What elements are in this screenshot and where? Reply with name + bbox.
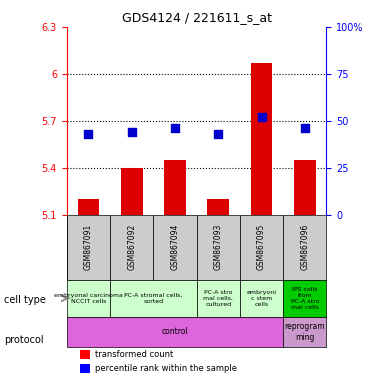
Text: PC-A stromal cells,
sorted: PC-A stromal cells, sorted [124, 293, 183, 304]
Text: cell type: cell type [4, 295, 46, 305]
FancyBboxPatch shape [110, 215, 153, 280]
Bar [164, 160, 186, 215]
Text: PC-A stro
mal cells,
cultured: PC-A stro mal cells, cultured [203, 290, 233, 307]
FancyBboxPatch shape [197, 280, 240, 317]
Text: GSM867094: GSM867094 [171, 224, 180, 270]
Bar [251, 63, 272, 215]
Text: protocol: protocol [4, 335, 43, 345]
Point [172, 126, 178, 132]
FancyBboxPatch shape [283, 215, 326, 280]
Title: GDS4124 / 221611_s_at: GDS4124 / 221611_s_at [122, 11, 272, 24]
Bar [207, 199, 229, 215]
FancyBboxPatch shape [283, 317, 326, 347]
Point [215, 131, 221, 137]
Text: GSM867092: GSM867092 [127, 224, 136, 270]
FancyBboxPatch shape [197, 215, 240, 280]
Text: GSM867095: GSM867095 [257, 224, 266, 270]
Text: IPS cells
from
PC-A stro
mal cells: IPS cells from PC-A stro mal cells [290, 287, 319, 310]
Bar [80, 364, 90, 373]
FancyBboxPatch shape [67, 215, 110, 280]
Text: control: control [162, 328, 188, 336]
FancyBboxPatch shape [67, 280, 110, 317]
Text: transformed count: transformed count [95, 350, 174, 359]
FancyBboxPatch shape [283, 280, 326, 317]
Text: embryoni
c stem
cells: embryoni c stem cells [247, 290, 276, 307]
Text: GSM867091: GSM867091 [84, 224, 93, 270]
FancyBboxPatch shape [153, 215, 197, 280]
Point [259, 114, 265, 120]
FancyBboxPatch shape [110, 280, 197, 317]
Point [129, 129, 135, 135]
FancyBboxPatch shape [67, 317, 283, 347]
Point [85, 131, 91, 137]
FancyBboxPatch shape [240, 280, 283, 317]
Text: GSM867093: GSM867093 [214, 224, 223, 270]
Text: percentile rank within the sample: percentile rank within the sample [95, 364, 237, 373]
Point [302, 126, 308, 132]
Bar [121, 168, 142, 215]
Bar [294, 160, 316, 215]
Text: embryonal carcinoma
NCCIT cells: embryonal carcinoma NCCIT cells [54, 293, 123, 304]
Bar [80, 350, 90, 359]
FancyBboxPatch shape [240, 215, 283, 280]
Text: GSM867096: GSM867096 [301, 224, 309, 270]
Bar [78, 199, 99, 215]
Text: reprogram
ming: reprogram ming [285, 322, 325, 342]
